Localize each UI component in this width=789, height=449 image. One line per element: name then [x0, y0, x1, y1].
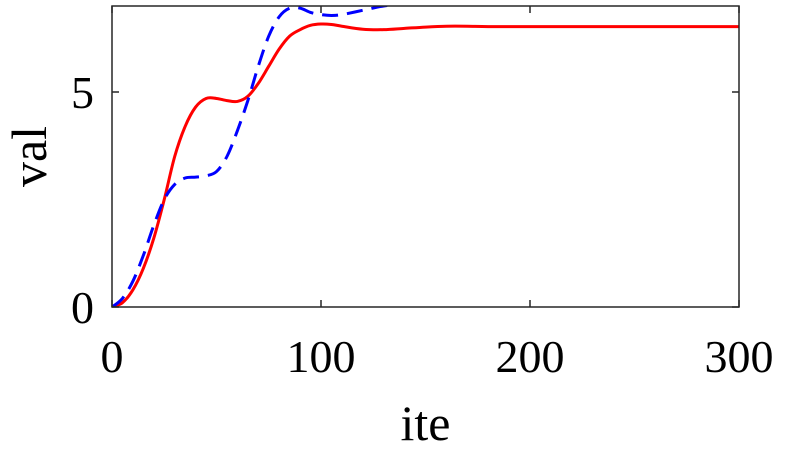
y-axis-ticks: 05 — [71, 67, 739, 333]
series-line-1 — [112, 22, 739, 307]
y-tick-label: 0 — [71, 282, 94, 333]
x-tick-label: 0 — [101, 331, 124, 382]
x-tick-label: 300 — [705, 331, 774, 382]
x-tick-label: 200 — [496, 331, 565, 382]
x-axis-label: ite — [401, 395, 451, 449]
x-tick-label: 100 — [287, 331, 356, 382]
y-axis-label: val — [1, 126, 57, 187]
y-tick-label: 5 — [71, 67, 94, 118]
series-line-2 — [112, 6, 397, 307]
series-lines — [112, 6, 739, 307]
plot-frame — [111, 5, 740, 308]
x-axis-ticks: 0 100 200 300 — [101, 6, 774, 382]
